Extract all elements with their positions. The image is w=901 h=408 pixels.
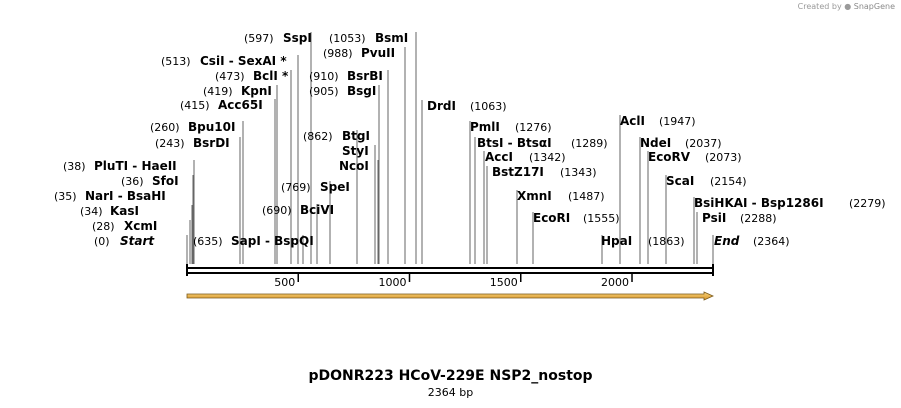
scale-tick-label: 500 bbox=[274, 276, 295, 289]
site-enzyme-name[interactable]: EcoRI bbox=[533, 211, 570, 225]
site-position: (862) bbox=[303, 130, 333, 143]
site-enzyme-name[interactable]: SspI bbox=[283, 31, 312, 45]
site-position: (2154) bbox=[710, 175, 747, 188]
site-position: (2288) bbox=[740, 212, 777, 225]
site-position: (635) bbox=[193, 235, 223, 248]
site-position: (2364) bbox=[753, 235, 790, 248]
site-position: (905) bbox=[309, 85, 339, 98]
site-position: (0) bbox=[94, 235, 110, 248]
site-enzyme-name[interactable]: NdeI bbox=[640, 136, 671, 150]
site-enzyme-name[interactable]: BsmI bbox=[375, 31, 408, 45]
site-enzyme-name[interactable]: SapI - BspQI bbox=[231, 234, 314, 248]
site-position: (1555) bbox=[583, 212, 620, 225]
site-enzyme-name[interactable]: KpnI bbox=[241, 84, 272, 98]
site-position: (28) bbox=[92, 220, 115, 233]
site-enzyme-name[interactable]: NarI - BsaHI bbox=[85, 189, 166, 203]
scale-tick-label: 1500 bbox=[490, 276, 518, 289]
site-position: (1342) bbox=[529, 151, 566, 164]
site-enzyme-name[interactable]: PvuII bbox=[361, 46, 395, 60]
site-position: (513) bbox=[161, 55, 191, 68]
site-position: (473) bbox=[215, 70, 245, 83]
site-position: (1947) bbox=[659, 115, 696, 128]
scale-tick-label: 1000 bbox=[379, 276, 407, 289]
site-enzyme-name[interactable]: PsiI bbox=[702, 211, 726, 225]
site-position: (910) bbox=[309, 70, 339, 83]
site-enzyme-name[interactable]: Start bbox=[120, 234, 155, 248]
site-enzyme-name[interactable]: SfoI bbox=[152, 174, 179, 188]
site-enzyme-name[interactable]: PmlI bbox=[470, 120, 500, 134]
map-title: pDONR223 HCoV-229E NSP2_nostop bbox=[0, 368, 901, 384]
site-position: (1063) bbox=[470, 100, 507, 113]
site-position: (690) bbox=[262, 204, 292, 217]
site-enzyme-name[interactable]: BsrBI bbox=[347, 69, 383, 83]
site-position: (415) bbox=[180, 99, 210, 112]
site-enzyme-name[interactable]: Bpu10I bbox=[188, 120, 235, 134]
site-position: (597) bbox=[244, 32, 274, 45]
site-position: (2073) bbox=[705, 151, 742, 164]
site-position: (1343) bbox=[560, 166, 597, 179]
site-enzyme-name[interactable]: HpaI bbox=[601, 234, 632, 248]
site-position: (988) bbox=[323, 47, 353, 60]
site-enzyme-name[interactable]: BtsI - BtsαI bbox=[477, 136, 552, 150]
site-position: (34) bbox=[80, 205, 103, 218]
site-enzyme-name[interactable]: AccI bbox=[485, 150, 513, 164]
site-position: (419) bbox=[203, 85, 233, 98]
site-enzyme-name[interactable]: SpeI bbox=[320, 180, 350, 194]
restriction-map: 500 1000 1500 2000 Start (0) XcmI (28) KasI (34) N… bbox=[0, 0, 901, 408]
site-enzyme-name[interactable]: StyI bbox=[342, 144, 369, 158]
site-enzyme-name[interactable]: ScaI bbox=[666, 174, 694, 188]
site-enzyme-name[interactable]: CsiI - SexAI * bbox=[200, 54, 287, 68]
feature-arrow bbox=[187, 292, 713, 300]
site-enzyme-name[interactable]: NcoI bbox=[339, 159, 369, 173]
map-length: 2364 bp bbox=[0, 386, 901, 399]
site-enzyme-name[interactable]: BclI * bbox=[253, 69, 289, 83]
site-enzyme-name[interactable]: BsgI bbox=[347, 84, 376, 98]
site-position: (36) bbox=[121, 175, 144, 188]
site-position: (1053) bbox=[329, 32, 366, 45]
site-enzyme-name[interactable]: XmnI bbox=[517, 189, 552, 203]
site-position: (243) bbox=[155, 137, 185, 150]
site-enzyme-name[interactable]: EcoRV bbox=[648, 150, 691, 164]
site-position: (1276) bbox=[515, 121, 552, 134]
site-enzyme-name[interactable]: AclI bbox=[620, 114, 645, 128]
site-position: (38) bbox=[63, 160, 86, 173]
scale-tick-label: 2000 bbox=[601, 276, 629, 289]
site-enzyme-name[interactable]: BtgI bbox=[342, 129, 370, 143]
site-position: (35) bbox=[54, 190, 77, 203]
site-enzyme-name[interactable]: BstZ17I bbox=[492, 165, 544, 179]
site-enzyme-name[interactable]: PluTI - HaeII bbox=[94, 159, 177, 173]
site-enzyme-name[interactable]: DrdI bbox=[427, 99, 456, 113]
site-enzyme-name[interactable]: End bbox=[714, 234, 740, 248]
site-enzyme-name[interactable]: BsrDI bbox=[193, 136, 230, 150]
site-position: (1487) bbox=[568, 190, 605, 203]
site-position: (260) bbox=[150, 121, 180, 134]
site-position: (2037) bbox=[685, 137, 722, 150]
site-position: (769) bbox=[281, 181, 311, 194]
site-position: (1289) bbox=[571, 137, 608, 150]
site-enzyme-name[interactable]: BsiHKAI - Bsp1286I bbox=[694, 196, 824, 210]
site-enzyme-name[interactable]: XcmI bbox=[124, 219, 157, 233]
site-enzyme-name[interactable]: BciVI bbox=[300, 203, 334, 217]
site-enzyme-name[interactable]: Acc65I bbox=[218, 98, 263, 112]
site-position: (2279) bbox=[849, 197, 886, 210]
site-enzyme-name[interactable]: KasI bbox=[110, 204, 139, 218]
